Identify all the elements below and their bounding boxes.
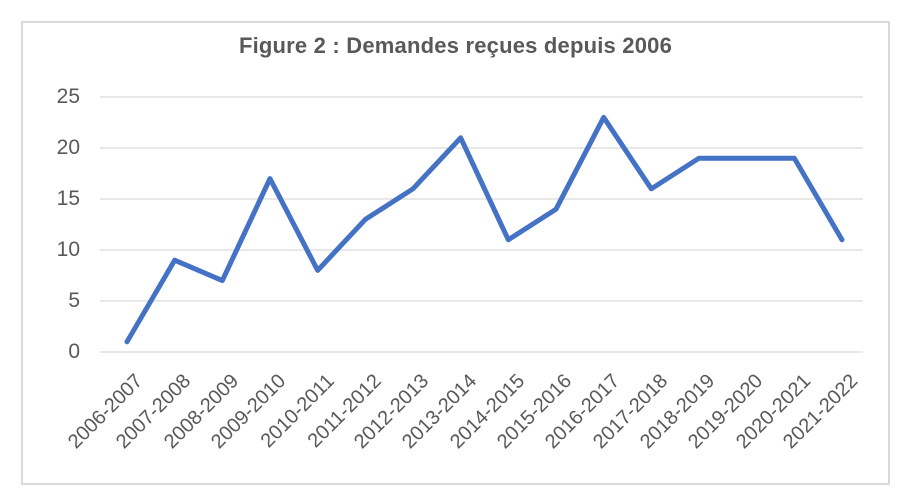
y-tick-label: 25	[56, 85, 80, 108]
y-tick-label: 10	[56, 238, 80, 261]
y-tick-label: 20	[56, 136, 80, 159]
y-tick-label: 0	[68, 340, 80, 363]
y-tick-label: 5	[68, 289, 80, 312]
chart-title: Figure 2 : Demandes reçues depuis 2006	[238, 33, 673, 58]
y-tick-label: 15	[56, 187, 80, 210]
